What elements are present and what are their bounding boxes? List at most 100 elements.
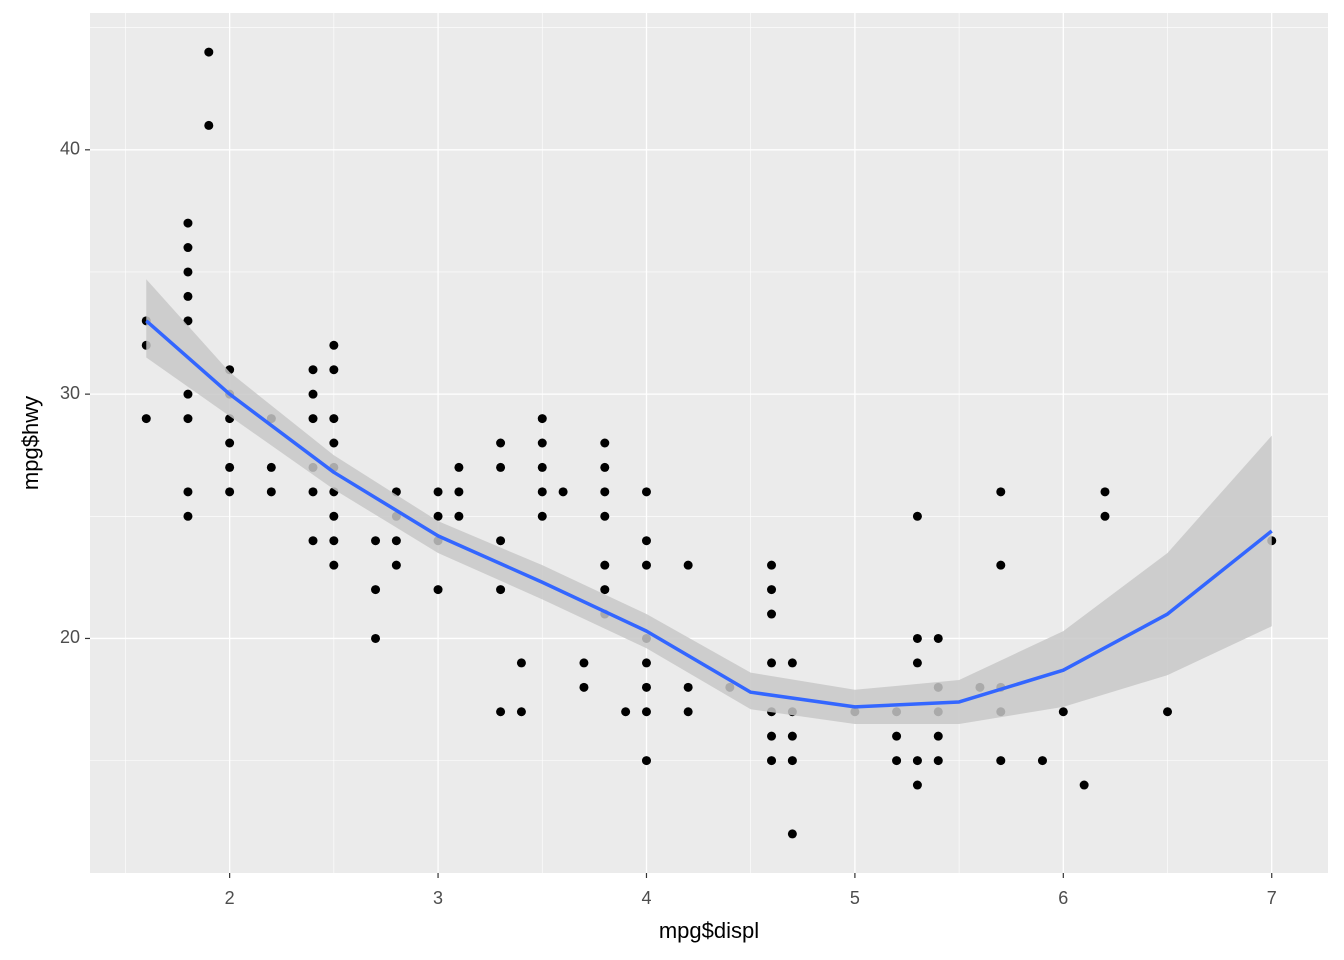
x-tick-label: 4: [641, 888, 651, 908]
point: [516, 658, 526, 668]
point: [787, 756, 797, 766]
point: [641, 658, 651, 668]
point: [1037, 756, 1047, 766]
point: [537, 438, 547, 448]
point: [683, 560, 693, 570]
point: [933, 756, 943, 766]
point: [308, 414, 318, 424]
point: [787, 731, 797, 741]
point: [892, 731, 902, 741]
point: [183, 267, 193, 277]
y-tick-label: 40: [60, 139, 80, 159]
point: [600, 511, 610, 521]
point: [767, 560, 777, 570]
y-axis-title: mpg$hwy: [18, 396, 43, 490]
confidence-band: [146, 279, 1272, 724]
point: [329, 511, 339, 521]
point: [641, 536, 651, 546]
point: [454, 462, 464, 472]
point: [308, 365, 318, 375]
y-tick-label: 20: [60, 627, 80, 647]
point: [204, 120, 214, 130]
point: [767, 585, 777, 595]
point: [329, 560, 339, 570]
point: [183, 316, 193, 326]
point: [558, 487, 568, 497]
x-tick-label: 6: [1058, 888, 1068, 908]
point: [767, 658, 777, 668]
point: [641, 487, 651, 497]
point: [537, 487, 547, 497]
point: [329, 340, 339, 350]
point: [683, 682, 693, 692]
point: [496, 707, 506, 717]
point: [767, 756, 777, 766]
x-tick-label: 3: [433, 888, 443, 908]
point: [641, 756, 651, 766]
point: [496, 438, 506, 448]
point: [641, 707, 651, 717]
point: [329, 414, 339, 424]
point: [787, 829, 797, 839]
point: [933, 731, 943, 741]
point: [225, 462, 235, 472]
point: [141, 414, 151, 424]
x-tick-label: 7: [1267, 888, 1277, 908]
point: [787, 658, 797, 668]
point: [266, 462, 276, 472]
point: [912, 633, 922, 643]
point: [266, 487, 276, 497]
point: [579, 658, 589, 668]
x-axis-title: mpg$displ: [659, 918, 759, 943]
point: [183, 218, 193, 228]
point: [329, 438, 339, 448]
point: [600, 487, 610, 497]
point: [621, 707, 631, 717]
point: [1100, 511, 1110, 521]
point: [912, 780, 922, 790]
point: [204, 47, 214, 57]
point: [371, 585, 381, 595]
point: [912, 511, 922, 521]
point: [600, 560, 610, 570]
point: [912, 658, 922, 668]
point: [1079, 780, 1089, 790]
point: [225, 438, 235, 448]
smooth-line: [145, 319, 1273, 709]
point: [496, 536, 506, 546]
point: [308, 389, 318, 399]
point: [683, 707, 693, 717]
point: [912, 756, 922, 766]
point: [1163, 707, 1173, 717]
point: [767, 609, 777, 619]
point: [516, 707, 526, 717]
point: [600, 438, 610, 448]
point: [600, 462, 610, 472]
point: [308, 487, 318, 497]
point: [767, 731, 777, 741]
point: [183, 389, 193, 399]
point: [308, 536, 318, 546]
point: [454, 511, 464, 521]
point: [454, 487, 464, 497]
point: [433, 511, 443, 521]
point: [641, 682, 651, 692]
point: [183, 511, 193, 521]
point: [225, 487, 235, 497]
point: [371, 633, 381, 643]
point: [996, 560, 1006, 570]
point: [892, 756, 902, 766]
point: [641, 560, 651, 570]
point: [996, 756, 1006, 766]
point: [391, 536, 401, 546]
x-tick-label: 2: [225, 888, 235, 908]
point: [329, 536, 339, 546]
point: [496, 462, 506, 472]
point: [329, 365, 339, 375]
point: [183, 414, 193, 424]
point: [579, 682, 589, 692]
point: [1058, 707, 1068, 717]
point: [537, 462, 547, 472]
point: [537, 511, 547, 521]
